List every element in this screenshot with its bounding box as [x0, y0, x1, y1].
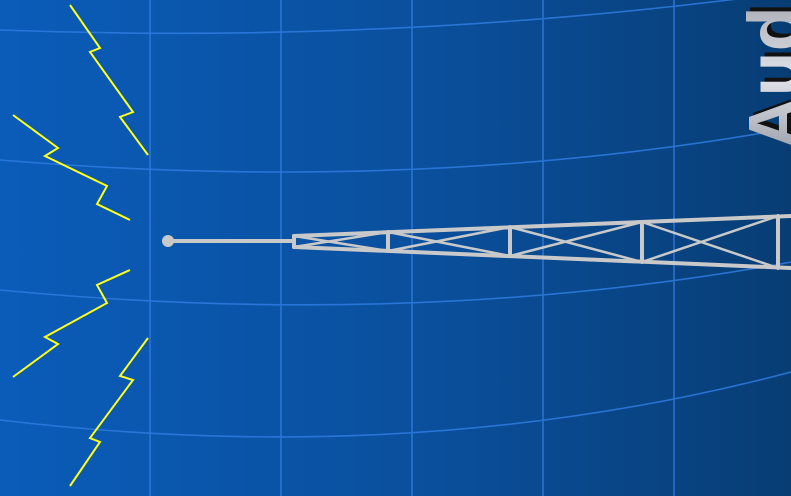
logo-shadow: Aud [737, 2, 791, 146]
lightning-bolt-icon [69, 337, 149, 487]
tower-brace [508, 225, 644, 264]
tower-brace [292, 234, 390, 253]
tower-brace [386, 225, 512, 253]
signal-bolts [12, 4, 149, 487]
tower-brace [640, 214, 780, 264]
grid-line [0, 261, 791, 306]
tower-brace [508, 220, 644, 258]
radio-tower-icon [162, 214, 791, 270]
tower-brace [292, 230, 390, 249]
tower-brace [640, 220, 780, 270]
grid-line [0, 127, 791, 173]
grid-line [0, 0, 736, 35]
tower-brace [386, 230, 512, 258]
tower-bottom-rail [292, 245, 791, 270]
logo: Aud Aud [733, 2, 791, 150]
grid-line [0, 371, 791, 438]
lightning-bolt-icon [69, 4, 149, 156]
logo-text: Aud [733, 6, 791, 150]
lightning-bolt-icon [12, 114, 131, 221]
lightning-bolt-icon [12, 269, 131, 378]
